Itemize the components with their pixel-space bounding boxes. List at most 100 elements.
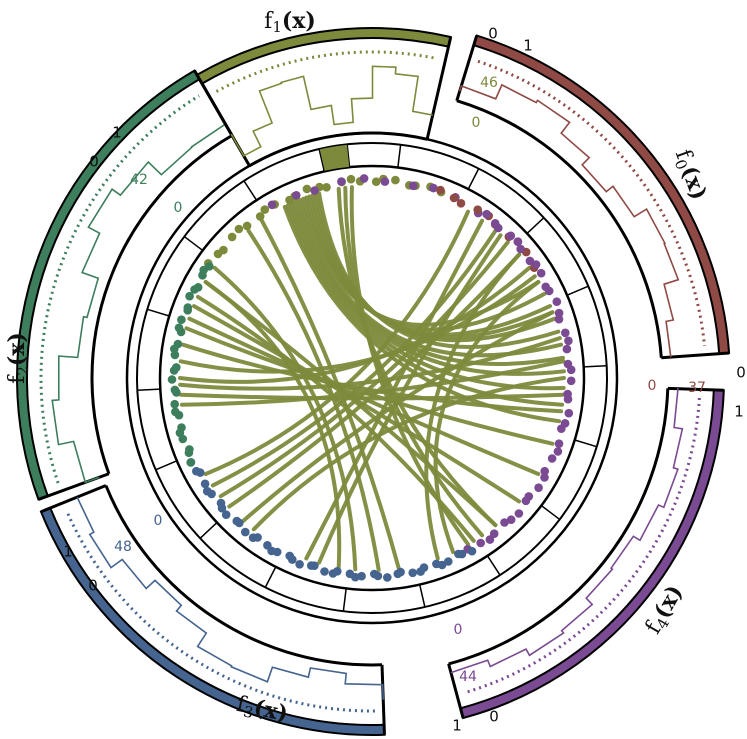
point — [219, 245, 228, 255]
point — [547, 454, 557, 463]
count-f1-start: 0 — [472, 115, 481, 131]
link — [343, 185, 485, 538]
tick-f0-start: 1 — [523, 37, 533, 55]
point — [552, 297, 562, 307]
ring-divider — [418, 584, 426, 608]
link — [304, 218, 485, 561]
inner-ring-mid — [136, 142, 608, 614]
tick-f4-start: 1 — [734, 403, 744, 421]
point — [536, 268, 546, 278]
ring-divider — [540, 504, 561, 521]
point — [216, 498, 226, 508]
link — [227, 252, 522, 509]
label-f3: f3(x) — [234, 691, 290, 729]
point — [267, 200, 277, 210]
inner-ring-inner — [158, 164, 586, 592]
point — [432, 559, 441, 569]
point — [167, 375, 177, 384]
point — [227, 232, 237, 242]
point — [521, 496, 531, 506]
point — [456, 199, 466, 208]
point — [544, 286, 554, 296]
link — [433, 280, 541, 554]
point — [383, 573, 392, 582]
link — [212, 265, 358, 572]
tick-f3-start: 1 — [452, 717, 462, 735]
point — [322, 183, 331, 192]
point — [170, 385, 180, 395]
point — [357, 571, 366, 581]
point — [295, 560, 304, 569]
count-f0-end: 37 — [688, 380, 706, 396]
point — [506, 515, 516, 524]
link — [424, 252, 522, 561]
tick-f3-end: 0 — [88, 577, 98, 595]
point — [408, 181, 418, 191]
f2-step-line — [51, 123, 226, 484]
point — [553, 447, 563, 456]
point — [177, 315, 186, 325]
point — [454, 549, 463, 559]
label-f2: f2(x) — [4, 332, 32, 384]
link — [251, 376, 566, 532]
point — [241, 527, 250, 537]
point — [482, 209, 492, 219]
point — [476, 538, 486, 548]
ring-divider — [397, 144, 402, 168]
ring-divider — [137, 388, 161, 392]
tick-f2-end: 0 — [89, 153, 99, 171]
f0-base-arc — [456, 99, 663, 358]
point — [564, 336, 573, 346]
point — [436, 185, 445, 195]
point — [534, 483, 543, 493]
point — [516, 244, 525, 254]
point — [554, 314, 564, 324]
point — [173, 339, 183, 349]
point — [563, 394, 573, 404]
point — [506, 231, 516, 241]
point — [513, 237, 523, 246]
count-f2-start: 0 — [174, 200, 183, 216]
point — [525, 256, 535, 266]
ring-divider — [147, 308, 170, 317]
point — [285, 551, 295, 561]
ring-divider — [566, 285, 589, 296]
link — [218, 240, 510, 499]
f4-dotted-arc — [464, 397, 701, 694]
count-f4-end: 44 — [459, 669, 477, 685]
point — [292, 191, 301, 200]
point — [337, 177, 346, 186]
point — [192, 466, 201, 476]
point — [531, 260, 541, 269]
ring-divider — [155, 460, 178, 471]
count-f1-end: 46 — [480, 75, 498, 91]
link — [178, 336, 562, 391]
link-bundle — [178, 185, 566, 572]
point — [564, 408, 574, 418]
ring-divider — [467, 168, 480, 190]
link — [179, 359, 566, 407]
tick-f4-end: 0 — [489, 708, 499, 726]
point — [263, 541, 272, 550]
point — [416, 567, 425, 576]
point — [234, 224, 244, 234]
count-f2-end: 42 — [130, 172, 148, 188]
point — [494, 223, 503, 233]
point — [408, 568, 418, 578]
point — [185, 445, 194, 454]
point — [540, 473, 549, 482]
f3-edge-1 — [40, 484, 107, 514]
f4-edge-0 — [667, 386, 724, 392]
link — [203, 280, 498, 528]
point — [467, 546, 477, 556]
highlight-cell — [318, 143, 351, 172]
point — [177, 423, 186, 432]
point — [391, 175, 400, 185]
point — [302, 184, 312, 194]
point — [566, 376, 576, 386]
f3-dotted-arc — [65, 510, 375, 713]
point — [346, 174, 356, 184]
point — [380, 177, 390, 186]
f2-dotted-arc — [39, 94, 200, 484]
